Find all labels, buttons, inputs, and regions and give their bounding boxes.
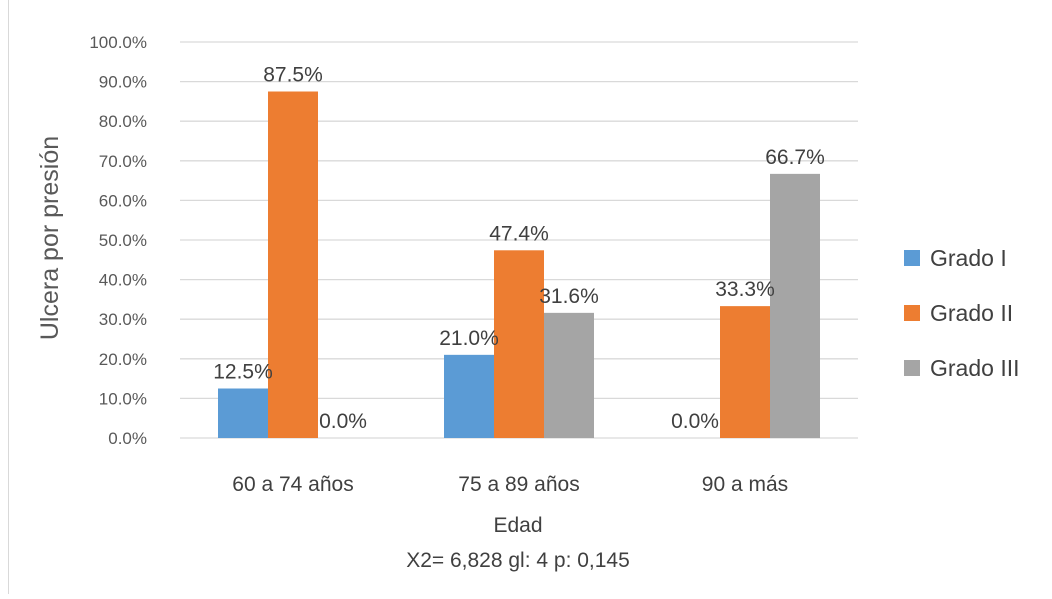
x-axis-ticks: 60 a 74 años 75 a 89 años 90 a más	[232, 473, 788, 496]
chart-subtitle: X2= 6,828 gl: 4 p: 0,145	[406, 549, 630, 572]
y-tick-label: 90.0%	[99, 73, 147, 92]
x-tick-label: 60 a 74 años	[232, 473, 353, 496]
legend-swatch	[904, 250, 920, 266]
legend-label: Grado I	[930, 245, 1007, 271]
legend-swatch	[904, 360, 920, 376]
y-tick-label: 30.0%	[99, 310, 147, 329]
bar-grado-ii	[494, 250, 544, 438]
legend-label: Grado III	[930, 355, 1019, 381]
y-tick-label: 80.0%	[99, 112, 147, 131]
bar-grado-iii	[770, 173, 820, 439]
bar-grado-i	[218, 388, 268, 438]
frame-border	[8, 0, 9, 594]
y-axis-label: Ulcera por presión	[36, 136, 64, 340]
data-label: 87.5%	[263, 64, 323, 87]
y-tick-label: 40.0%	[99, 271, 147, 290]
y-tick-label: 10.0%	[99, 389, 147, 408]
y-tick-label: 60.0%	[99, 191, 147, 210]
data-label: 21.0%	[439, 327, 499, 350]
legend: Grado I Grado II Grado III	[904, 245, 1019, 381]
data-labels: 12.5% 21.0% 0.0% 87.5% 47.4% 33.3% 0.0% 31.6% 66…	[213, 64, 825, 434]
data-label: 47.4%	[489, 222, 549, 245]
bar-grado-ii	[268, 91, 318, 438]
y-tick-label: 50.0%	[99, 231, 147, 250]
y-tick-label: 0.0%	[108, 429, 147, 448]
y-tick-label: 20.0%	[99, 350, 147, 369]
legend-label: Grado II	[930, 300, 1013, 326]
data-label: 31.6%	[539, 285, 599, 308]
data-label: 0.0%	[671, 410, 719, 433]
bar-grado-i	[444, 354, 494, 438]
legend-swatch	[904, 305, 920, 321]
y-tick-label: 70.0%	[99, 152, 147, 171]
y-axis-ticks: 0.0% 10.0% 20.0% 30.0% 40.0% 50.0% 60.0% 70.0% 8…	[89, 33, 147, 448]
data-label: 66.7%	[765, 146, 825, 169]
y-tick-label: 100.0%	[89, 33, 147, 52]
x-axis-label: Edad	[493, 514, 542, 537]
data-label: 33.3%	[715, 278, 775, 301]
x-tick-label: 90 a más	[702, 473, 788, 496]
data-label: 0.0%	[319, 410, 367, 433]
bar-grado-iii	[544, 312, 594, 438]
bars	[218, 91, 820, 439]
x-tick-label: 75 a 89 años	[458, 473, 579, 496]
data-label: 12.5%	[213, 361, 273, 384]
bar-grado-ii	[720, 306, 770, 438]
